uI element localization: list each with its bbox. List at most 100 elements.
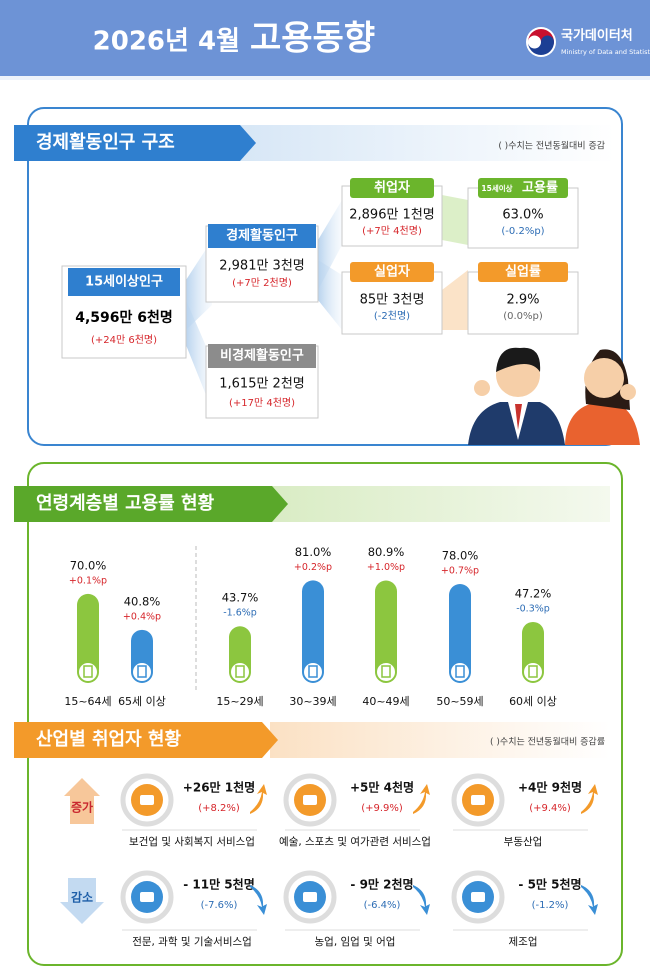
bar-icon (375, 661, 397, 683)
ribbon-fade (270, 486, 610, 522)
connector (442, 270, 468, 330)
x-tick-label: 60세 이상 (509, 695, 557, 708)
section-note: ( )수치는 전년동월대비 증감 (498, 140, 605, 152)
decrease-arrow (60, 878, 104, 924)
node-label-bg (350, 262, 434, 282)
node-label: 취업자 (374, 180, 410, 196)
industry-rate: (-1.2%) (532, 900, 569, 911)
industry-rate: (+9.4%) (529, 803, 571, 814)
section-title: 산업별 취업자 현황 (36, 729, 181, 750)
bar (77, 593, 99, 680)
change-label: +1.0%p (367, 562, 405, 573)
bar-icon-doc (308, 665, 318, 678)
value-label: 78.0% (442, 549, 479, 563)
bar-icon (449, 661, 471, 683)
node-value: 2,981만 3천명 (219, 259, 305, 274)
trend-arrow (250, 784, 267, 814)
industry-value: - 9만 2천명 (350, 877, 413, 892)
industry-icon-glyph (471, 892, 485, 902)
node-value: 4,596만 6천명 (75, 309, 173, 326)
section-note: ( )수치는 전년동월대비 증감률 (490, 736, 605, 748)
node-change: (0.0%p) (503, 311, 543, 322)
section-title: 연령계층별 고용률 현황 (36, 493, 215, 514)
industry-icon-glyph (303, 892, 317, 902)
bar-icon-doc (83, 665, 93, 678)
x-tick-label: 50~59세 (436, 695, 483, 708)
value-label: 70.0% (70, 558, 107, 572)
node-label-bg (350, 178, 434, 198)
change-label: +0.4%p (123, 611, 161, 622)
value-label: 40.8% (124, 594, 161, 608)
node-value: 1,615만 2천명 (219, 377, 305, 392)
industry-value: +26만 1천명 (183, 780, 255, 795)
value-label: 80.9% (368, 545, 405, 559)
age-chart: 70.0% +0.1%p 15~64세 40.8% +0.4%p 65세 이상 43.7% -… (64, 545, 557, 708)
industry-name: 전문, 과학 및 기술서비스업 (132, 935, 252, 948)
trend-arrow (581, 885, 598, 915)
node-change: (-0.2%p) (501, 226, 544, 237)
value-label: 81.0% (295, 545, 332, 559)
decrease-label: 감소 (71, 890, 93, 905)
increase-arrow (64, 778, 100, 824)
industry-icon-glyph (140, 795, 154, 805)
value-label: 47.2% (515, 586, 552, 600)
x-tick-label: 15~64세 (64, 695, 111, 708)
node-label-small: 15세이상 (481, 183, 512, 193)
connector (442, 195, 468, 245)
bar-icon-doc (235, 665, 245, 678)
ribbon-fade (270, 722, 610, 758)
node-label: 비경제활동인구 (220, 348, 304, 364)
bar-icon (522, 661, 544, 683)
industry-rate: (-7.6%) (201, 900, 238, 911)
section-box (27, 462, 623, 966)
logo-sub: Ministry of Data and Statistics (561, 48, 650, 56)
trend-arrow (413, 784, 430, 814)
industry-rate: (-6.4%) (364, 900, 401, 911)
bar-icon (77, 661, 99, 683)
industry-rate: (+8.2%) (198, 803, 240, 814)
logo-bottom (528, 35, 554, 55)
bar (302, 580, 324, 680)
node-label-bg (208, 344, 316, 368)
industry-value: - 11만 5천명 (183, 877, 255, 892)
trend-arrow (250, 885, 267, 915)
ribbon (14, 125, 256, 161)
industry-icon-glyph (140, 892, 154, 902)
logo-name: 국가데이터처 (561, 28, 633, 44)
industry-value: - 5만 5천명 (518, 877, 581, 892)
change-label: +0.7%p (441, 566, 479, 577)
title-main: 고용동향 (250, 19, 375, 59)
node-label: 실업률 (505, 264, 541, 280)
node-label: 고용률 (522, 180, 558, 196)
industry-value: +4만 9천명 (518, 780, 582, 795)
node-change: (+7만 2천명) (232, 277, 292, 289)
change-label: -0.3%p (516, 603, 550, 614)
value-label: 43.7% (222, 591, 259, 605)
bar-icon-doc (455, 665, 465, 678)
industry-name: 부동산업 (504, 835, 543, 848)
connector (318, 260, 342, 330)
node-value: 85만 3천명 (360, 293, 425, 308)
industry-name: 보건업 및 사회복지 서비스업 (129, 835, 255, 848)
bar-icon (229, 661, 251, 683)
node-value: 63.0% (502, 208, 543, 223)
bar-icon-doc (528, 665, 538, 678)
trend-arrow (581, 784, 598, 814)
node-change: (-2천명) (374, 310, 410, 322)
x-tick-label: 30~39세 (289, 695, 336, 708)
node-value: 2,896만 1천명 (349, 208, 435, 223)
industry-name: 제조업 (509, 935, 538, 948)
section-title: 경제활동인구 구조 (36, 132, 175, 153)
bar-icon-doc (137, 665, 147, 678)
node-change: (+17만 4천명) (229, 397, 295, 409)
node-label-bg (478, 178, 568, 198)
title-date: 2026년 4월 (93, 27, 240, 57)
bar (375, 580, 397, 680)
node-label-bg (478, 262, 568, 282)
node-value: 2.9% (506, 293, 539, 308)
node-label: 경제활동인구 (226, 228, 298, 244)
industry-name: 예술, 스포츠 및 여가관련 서비스업 (279, 835, 431, 848)
illustration (468, 347, 640, 445)
